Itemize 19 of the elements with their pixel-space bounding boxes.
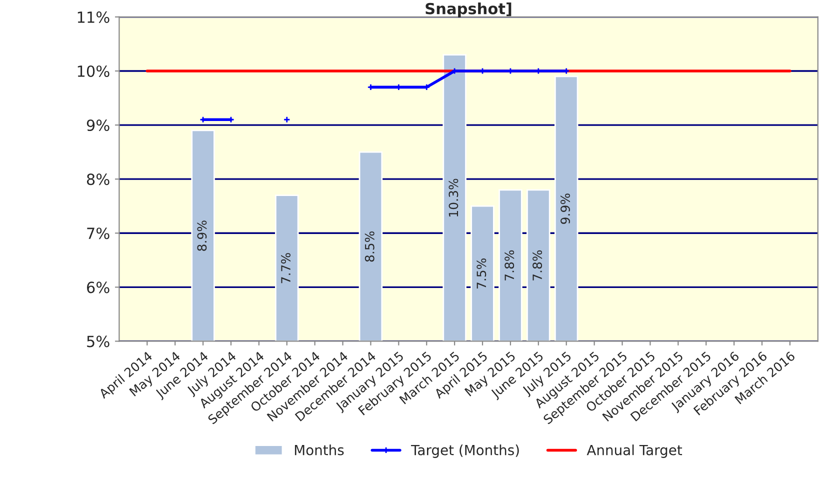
data-label: 10.3%: [448, 178, 458, 216]
data-label: 9.9%: [560, 194, 570, 224]
y-tick-label: 5%: [87, 336, 110, 348]
data-label: 7.8%: [504, 250, 514, 280]
chart-title: Snapshot]: [426, 2, 512, 18]
y-tick-label: 10%: [78, 65, 110, 78]
legend-label: Months: [294, 444, 344, 456]
legend-label: Annual Target: [586, 444, 682, 458]
y-tick-label: 11%: [78, 11, 110, 23]
data-label: 7.7%: [281, 253, 291, 284]
y-tick-label: 9%: [86, 120, 110, 132]
data-label: 8.9%: [197, 220, 207, 251]
y-tick-label: 7%: [87, 228, 110, 240]
legend-label: Target (Months): [410, 444, 519, 458]
data-label: 8.5%: [364, 231, 374, 262]
y-tick-label: 6%: [86, 282, 110, 294]
data-label: 7.8%: [532, 250, 542, 280]
y-tick-label: 8%: [86, 174, 110, 186]
data-label: 7.5%: [476, 258, 486, 289]
